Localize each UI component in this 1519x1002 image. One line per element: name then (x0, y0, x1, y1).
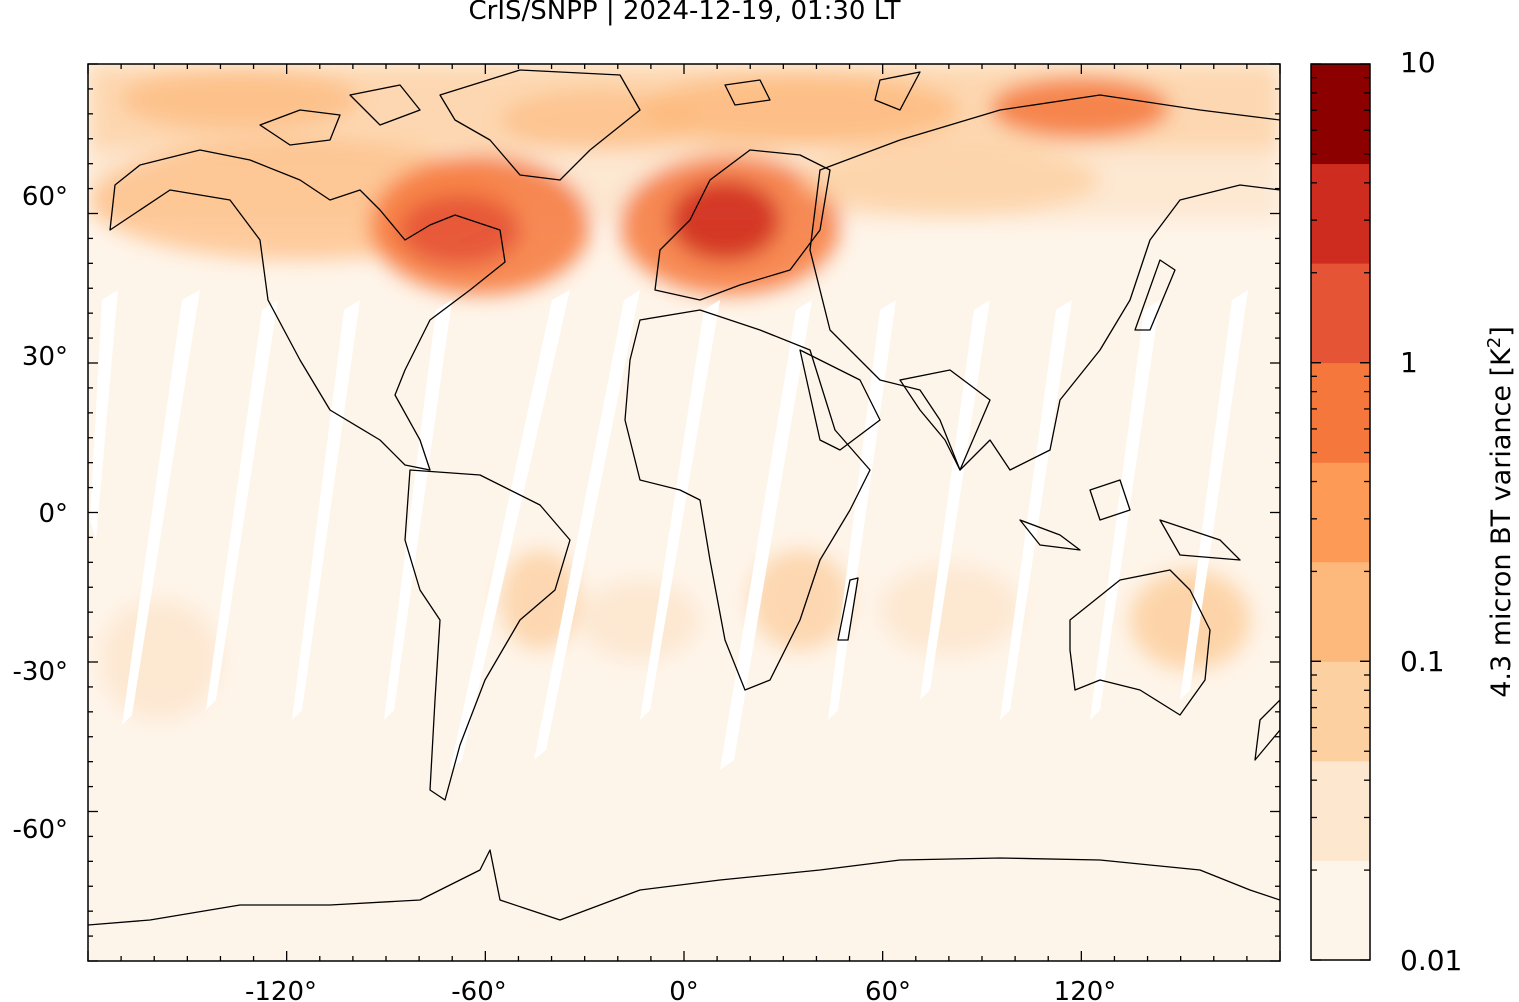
colorbar-segment (1311, 661, 1370, 762)
y-tick-label: -30° (13, 657, 68, 687)
colorbar-tick-label: 10 (1400, 46, 1436, 79)
axis-ticks (87, 63, 1281, 962)
colorbar-tick-label: 0.01 (1400, 944, 1462, 977)
orbit-gaps (90, 290, 1248, 770)
y-tick-label: 30° (22, 342, 68, 372)
colorbar (1311, 64, 1370, 961)
x-axis-labels: -120° -60° 0° 60° 120° (245, 977, 1116, 1002)
map-plot-area (88, 64, 1280, 961)
variance-field (88, 64, 1280, 720)
colorbar-segment (1311, 263, 1370, 364)
x-tick-label: 120° (1054, 977, 1117, 1002)
map-title: CrIS/SNPP | 2024-12-19, 01:30 LT (468, 0, 901, 26)
y-tick-label: 0° (38, 499, 68, 529)
coastlines (88, 69, 1280, 926)
y-axis-labels: 60° 30° 0° -30° -60° (13, 182, 68, 845)
colorbar-segment (1311, 64, 1370, 165)
y-tick-label: 60° (22, 182, 68, 212)
colorbar-tick-label: 1 (1400, 346, 1418, 379)
colorbar-segment (1311, 760, 1370, 861)
colorbar-tick-label: 0.1 (1400, 645, 1445, 678)
x-tick-label: 0° (669, 977, 699, 1002)
colorbar-label: 4.3 micron BT variance [K2] (1484, 326, 1517, 698)
x-tick-label: 60° (865, 977, 911, 1002)
colorbar-frame (1310, 63, 1371, 961)
colorbar-segment (1311, 561, 1370, 662)
colorbar-segment (1311, 860, 1370, 961)
x-tick-label: -120° (245, 977, 317, 1002)
colorbar-segment (1311, 462, 1370, 563)
x-tick-label: -60° (451, 977, 506, 1002)
y-tick-label: -60° (13, 815, 68, 845)
colorbar-segment (1311, 362, 1370, 463)
colorbar-segment (1311, 163, 1370, 264)
